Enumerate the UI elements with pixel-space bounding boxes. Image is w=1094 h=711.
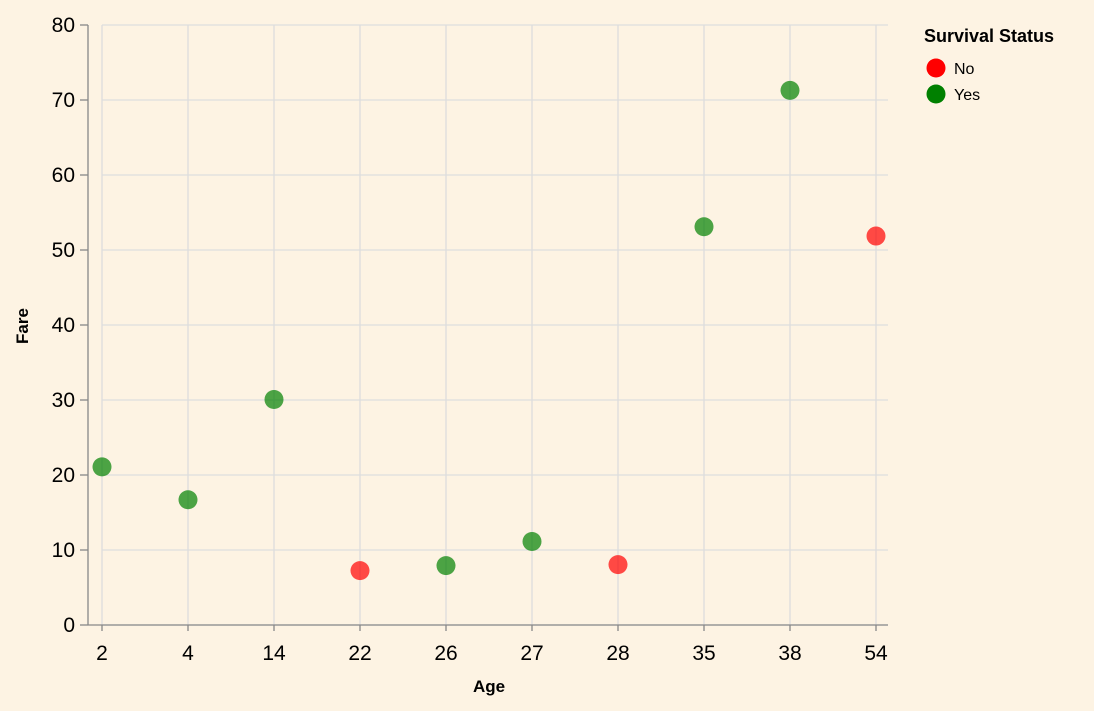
x-tick-label: 38 — [778, 642, 801, 665]
legend-entries: No Yes — [926, 58, 980, 104]
grid — [101, 24, 888, 626]
legend: Survival Status No Yes — [924, 26, 1054, 104]
data-point-yes — [436, 556, 456, 576]
data-point-no — [350, 561, 370, 581]
y-tick-label: 20 — [52, 464, 75, 487]
axes: 0 10 20 30 40 50 60 70 80 2 4 14 22 26 27 28 35 38 54 — [52, 14, 888, 665]
y-tick-label: 0 — [63, 614, 75, 637]
data-point-yes — [92, 457, 112, 477]
y-axis-title: Fare — [13, 308, 32, 344]
x-tick-label: 14 — [262, 642, 286, 665]
x-tick-label: 27 — [520, 642, 543, 665]
legend-swatch-yes — [926, 84, 946, 104]
legend-label-no: No — [954, 61, 975, 78]
y-tick-label: 70 — [52, 89, 75, 112]
x-tick-label: 2 — [96, 642, 108, 665]
legend-label-yes: Yes — [954, 87, 980, 104]
legend-swatch-no — [926, 58, 946, 78]
y-tick-label: 80 — [52, 14, 75, 37]
data-point-yes — [522, 532, 542, 552]
data-point-yes — [780, 80, 800, 100]
data-points — [92, 80, 886, 581]
y-tick-label: 30 — [52, 389, 75, 412]
x-axis-title: Age — [473, 677, 505, 696]
data-point-yes — [264, 389, 284, 409]
data-point-yes — [694, 217, 714, 237]
x-tick-label: 28 — [606, 642, 629, 665]
y-tick-label: 10 — [52, 539, 75, 562]
x-tick-label: 54 — [864, 642, 888, 665]
legend-title: Survival Status — [924, 26, 1054, 46]
y-tick-label: 40 — [52, 314, 75, 337]
x-tick-label: 4 — [182, 642, 194, 665]
data-point-no — [866, 226, 886, 246]
x-tick-label: 22 — [348, 642, 371, 665]
data-point-yes — [178, 490, 198, 510]
y-tick-label: 60 — [52, 164, 75, 187]
x-tick-label: 26 — [434, 642, 457, 665]
data-point-no — [608, 555, 628, 575]
x-tick-label: 35 — [692, 642, 715, 665]
y-tick-label: 50 — [52, 239, 75, 262]
